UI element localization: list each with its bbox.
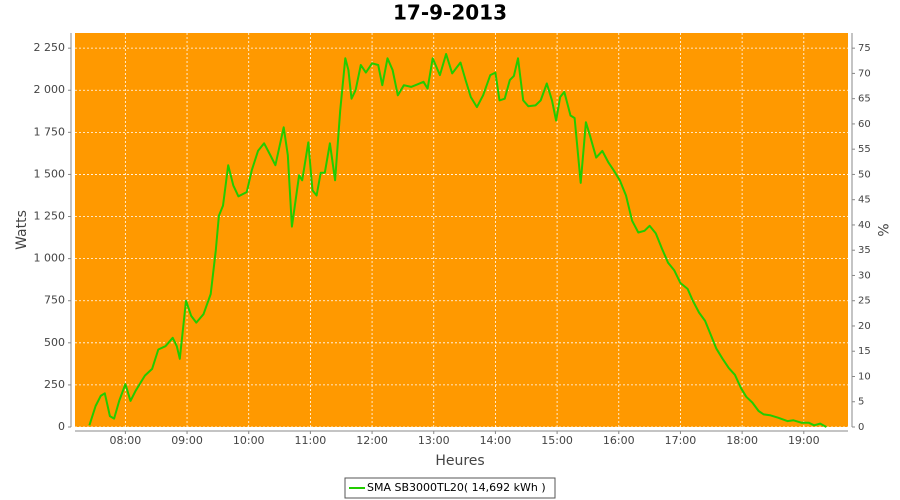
legend-label: SMA SB3000TL20( 14,692 kWh ) (367, 481, 546, 494)
x-tick-label: 08:00 (110, 434, 142, 447)
x-tick-label: 19:00 (788, 434, 820, 447)
y-tick-label: 1 500 (34, 167, 66, 180)
legend-box (344, 477, 556, 499)
chart-title: 17-9-2013 (393, 1, 507, 25)
y2-tick-label: 75 (858, 43, 871, 54)
y-tick-label: 1 750 (34, 125, 66, 138)
y2-tick-label: 70 (858, 68, 871, 79)
y2-tick-label: 15 (858, 346, 871, 357)
y2-tick-label: 10 (858, 371, 871, 382)
y-axis-title: Watts (14, 210, 30, 250)
y2-tick-label: 5 (858, 397, 864, 408)
y2-tick-label: 50 (858, 169, 871, 180)
x-tick-label: 10:00 (233, 434, 265, 447)
y2-tick-label: 25 (858, 296, 871, 307)
y-tick-label: 250 (44, 378, 65, 391)
x-tick-label: 14:00 (480, 434, 512, 447)
y2-tick-label: 20 (858, 321, 871, 332)
y-tick-label: 2 000 (34, 83, 66, 96)
y2-tick-label: 0 (858, 422, 864, 433)
y2-tick-label: 35 (858, 245, 871, 256)
y-tick-label: 500 (44, 336, 65, 349)
x-axis-title: Heures (435, 453, 484, 469)
x-tick-label: 15:00 (541, 434, 573, 447)
y2-tick-label: 60 (858, 119, 871, 130)
x-tick-label: 09:00 (171, 434, 203, 447)
y2-tick-label: 30 (858, 270, 871, 281)
y-tick-label: 750 (44, 294, 65, 307)
x-tick-label: 18:00 (726, 434, 758, 447)
y2-axis-title: % (874, 223, 890, 236)
x-tick-label: 11:00 (295, 434, 327, 447)
y2-tick-label: 40 (858, 220, 871, 231)
y-tick-label: 2 250 (34, 41, 66, 54)
y-tick-label: 1 250 (34, 210, 66, 223)
plot-area (75, 33, 848, 427)
y2-tick-label: 65 (858, 94, 871, 105)
x-tick-label: 13:00 (418, 434, 450, 447)
y-tick-label: 0 (58, 420, 65, 433)
y2-tick-label: 45 (858, 195, 871, 206)
x-tick-label: 12:00 (356, 434, 388, 447)
x-tick-label: 17:00 (665, 434, 697, 447)
x-tick-label: 16:00 (603, 434, 635, 447)
y2-tick-label: 55 (858, 144, 871, 155)
series-line (88, 53, 827, 428)
y-tick-label: 1 000 (34, 252, 66, 265)
